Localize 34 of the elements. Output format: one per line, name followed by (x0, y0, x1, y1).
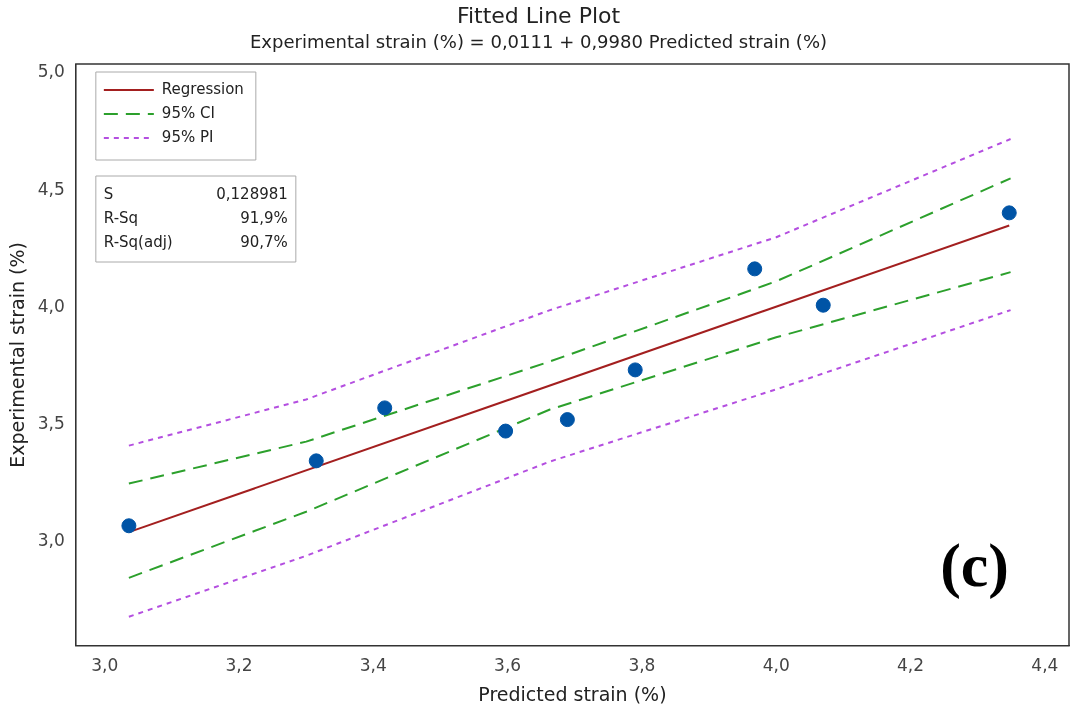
x-tick-label: 3,0 (91, 655, 119, 676)
y-tick-label: 3,0 (37, 530, 65, 551)
point (498, 423, 514, 439)
legend-label: 95% PI (161, 127, 214, 146)
y-axis-title: Experimental strain (%) (6, 242, 29, 468)
x-tick-label: 3,4 (359, 655, 387, 676)
legend-label: Regression (161, 79, 244, 98)
y-tick-label: 3,5 (37, 412, 65, 433)
text: R-Sq(adj) 90,7% (103, 232, 288, 251)
point (815, 297, 831, 313)
x-tick-label: 3,2 (225, 655, 253, 676)
x-axis-title: Predicted strain (%) (478, 682, 667, 705)
x-tick-label: 4,4 (1031, 655, 1059, 676)
y-tick-label: 5,0 (37, 61, 65, 82)
annotation: (c) (940, 530, 1009, 600)
legend-label: 95% CI (161, 103, 215, 122)
point (747, 261, 763, 277)
x-tick-label: 3,6 (494, 655, 522, 676)
x-tick-label: 3,8 (628, 655, 656, 676)
x-tick-label: 4,2 (897, 655, 925, 676)
x-tick-label: 4,0 (762, 655, 790, 676)
point (559, 412, 575, 428)
point (121, 518, 137, 534)
chart-title: Fitted Line Plot (456, 2, 621, 28)
y-tick-label: 4,0 (37, 295, 65, 316)
point (1001, 205, 1017, 221)
point (377, 400, 393, 416)
point (308, 453, 324, 469)
text: S 0,128981 (103, 184, 288, 203)
point (627, 362, 643, 378)
y-tick-label: 4,5 (37, 178, 65, 199)
text: R-Sq 91,9% (103, 208, 288, 227)
line-series (127, 309, 1012, 618)
chart-subtitle: Experimental strain (%) = 0,0111 + 0,9980 Predicted strain (%) (249, 30, 828, 52)
